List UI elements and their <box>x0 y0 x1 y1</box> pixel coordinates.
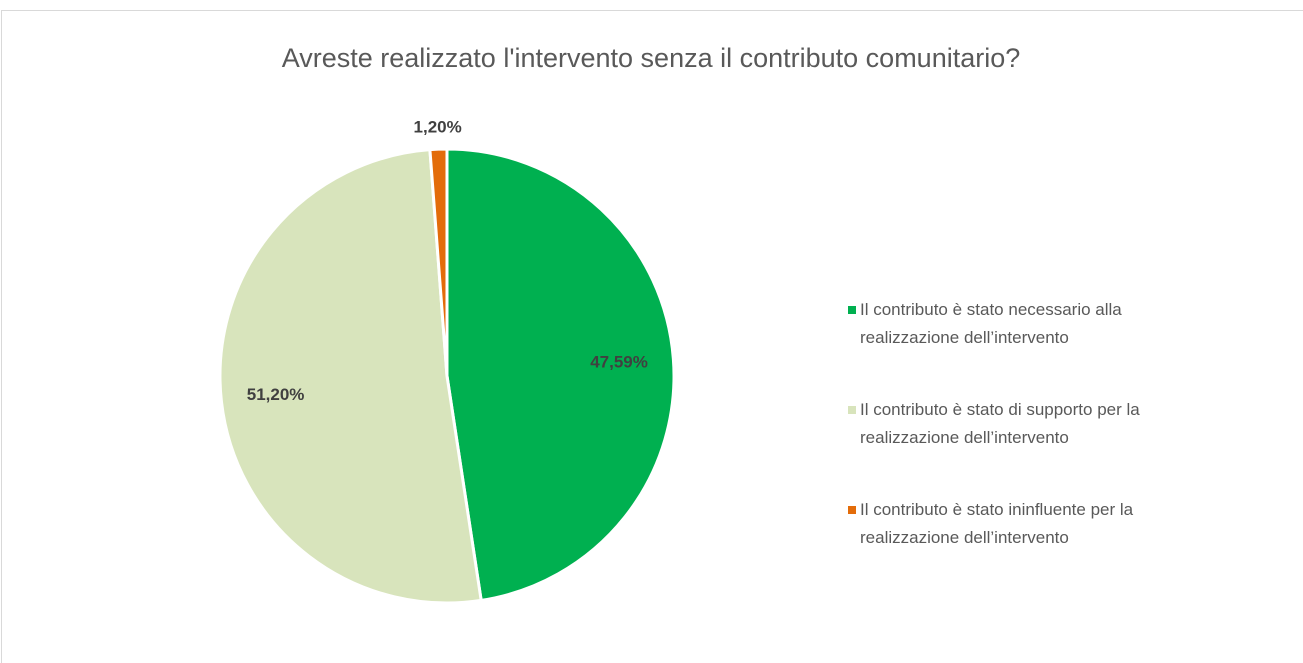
legend-swatch <box>848 306 856 314</box>
legend-entry: Il contributo è stato necessario alla re… <box>848 296 1160 352</box>
pie-slice <box>428 147 449 377</box>
chart-border <box>1 10 1303 663</box>
data-label: 47,59% <box>590 352 648 371</box>
legend-label: Il contributo è stato necessario alla re… <box>860 300 1122 347</box>
data-label: 1,20% <box>414 118 462 137</box>
pie-slice <box>445 147 676 603</box>
data-label: 51,20% <box>247 385 305 404</box>
legend-entry: Il contributo è stato di supporto per la… <box>848 396 1160 452</box>
legend-entry: Il contributo è stato ininfluente per la… <box>848 496 1160 552</box>
pie-slice <box>218 148 483 605</box>
chart-title: Avreste realizzato l'intervento senza il… <box>282 43 1021 73</box>
legend-swatch <box>848 506 856 514</box>
legend-label: Il contributo è stato di supporto per la… <box>860 400 1140 447</box>
legend-swatch <box>848 406 856 414</box>
legend-label: Il contributo è stato ininfluente per la… <box>860 500 1134 547</box>
